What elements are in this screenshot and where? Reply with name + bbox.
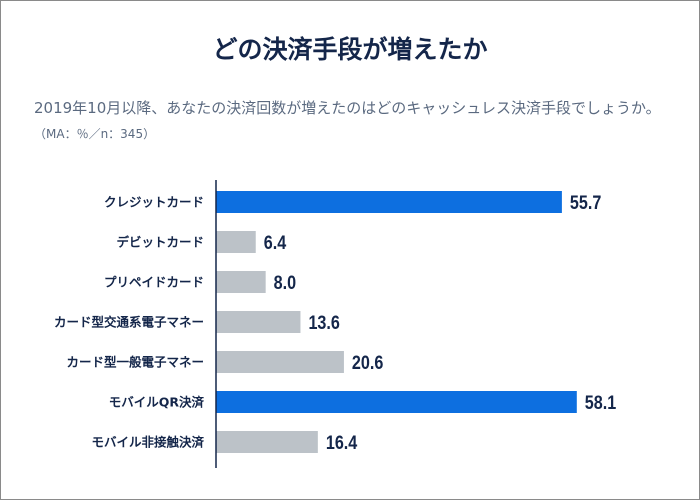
bar: [216, 191, 562, 213]
bar: [216, 311, 301, 333]
data-label: 16.4: [326, 432, 358, 454]
data-label: 8.0: [274, 272, 297, 294]
category-label: カード型交通系電子マネー: [54, 315, 204, 330]
chart-title: どの決済手段が増えたか: [212, 35, 488, 64]
category-label: カード型一般電子マネー: [66, 355, 204, 370]
bar: [216, 271, 266, 293]
category-label: クレジットカード: [104, 195, 204, 210]
data-label: 20.6: [352, 352, 384, 374]
subtitle-text: 2019年10月以降、あなたの決済回数が増えたのはどのキャッシュレス決済手段でし…: [34, 99, 661, 117]
bar: [216, 351, 344, 373]
bar: [216, 431, 318, 453]
bar: [216, 391, 577, 413]
bar: [216, 231, 256, 253]
data-label: 6.4: [264, 232, 287, 254]
category-label: デビットカード: [116, 235, 204, 250]
data-label: 58.1: [585, 392, 617, 414]
data-label: 55.7: [570, 192, 602, 214]
data-label: 13.6: [308, 312, 340, 334]
category-label: モバイル非接触決済: [91, 435, 204, 450]
chart-subtitle: 2019年10月以降、あなたの決済回数が増えたのはどのキャッシュレス決済手段でし…: [34, 96, 684, 147]
category-label: プリペイドカード: [104, 275, 204, 290]
category-label: モバイルQR決済: [109, 395, 205, 410]
subtitle-note: （MA：％／n：345）: [34, 127, 156, 141]
